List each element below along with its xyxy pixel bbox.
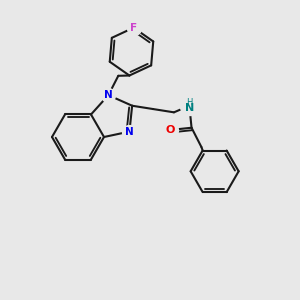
Text: H: H [186, 98, 193, 107]
Text: O: O [166, 125, 175, 135]
Text: N: N [104, 90, 113, 100]
Text: N: N [185, 103, 194, 113]
Text: F: F [130, 23, 137, 33]
Text: N: N [125, 127, 134, 136]
